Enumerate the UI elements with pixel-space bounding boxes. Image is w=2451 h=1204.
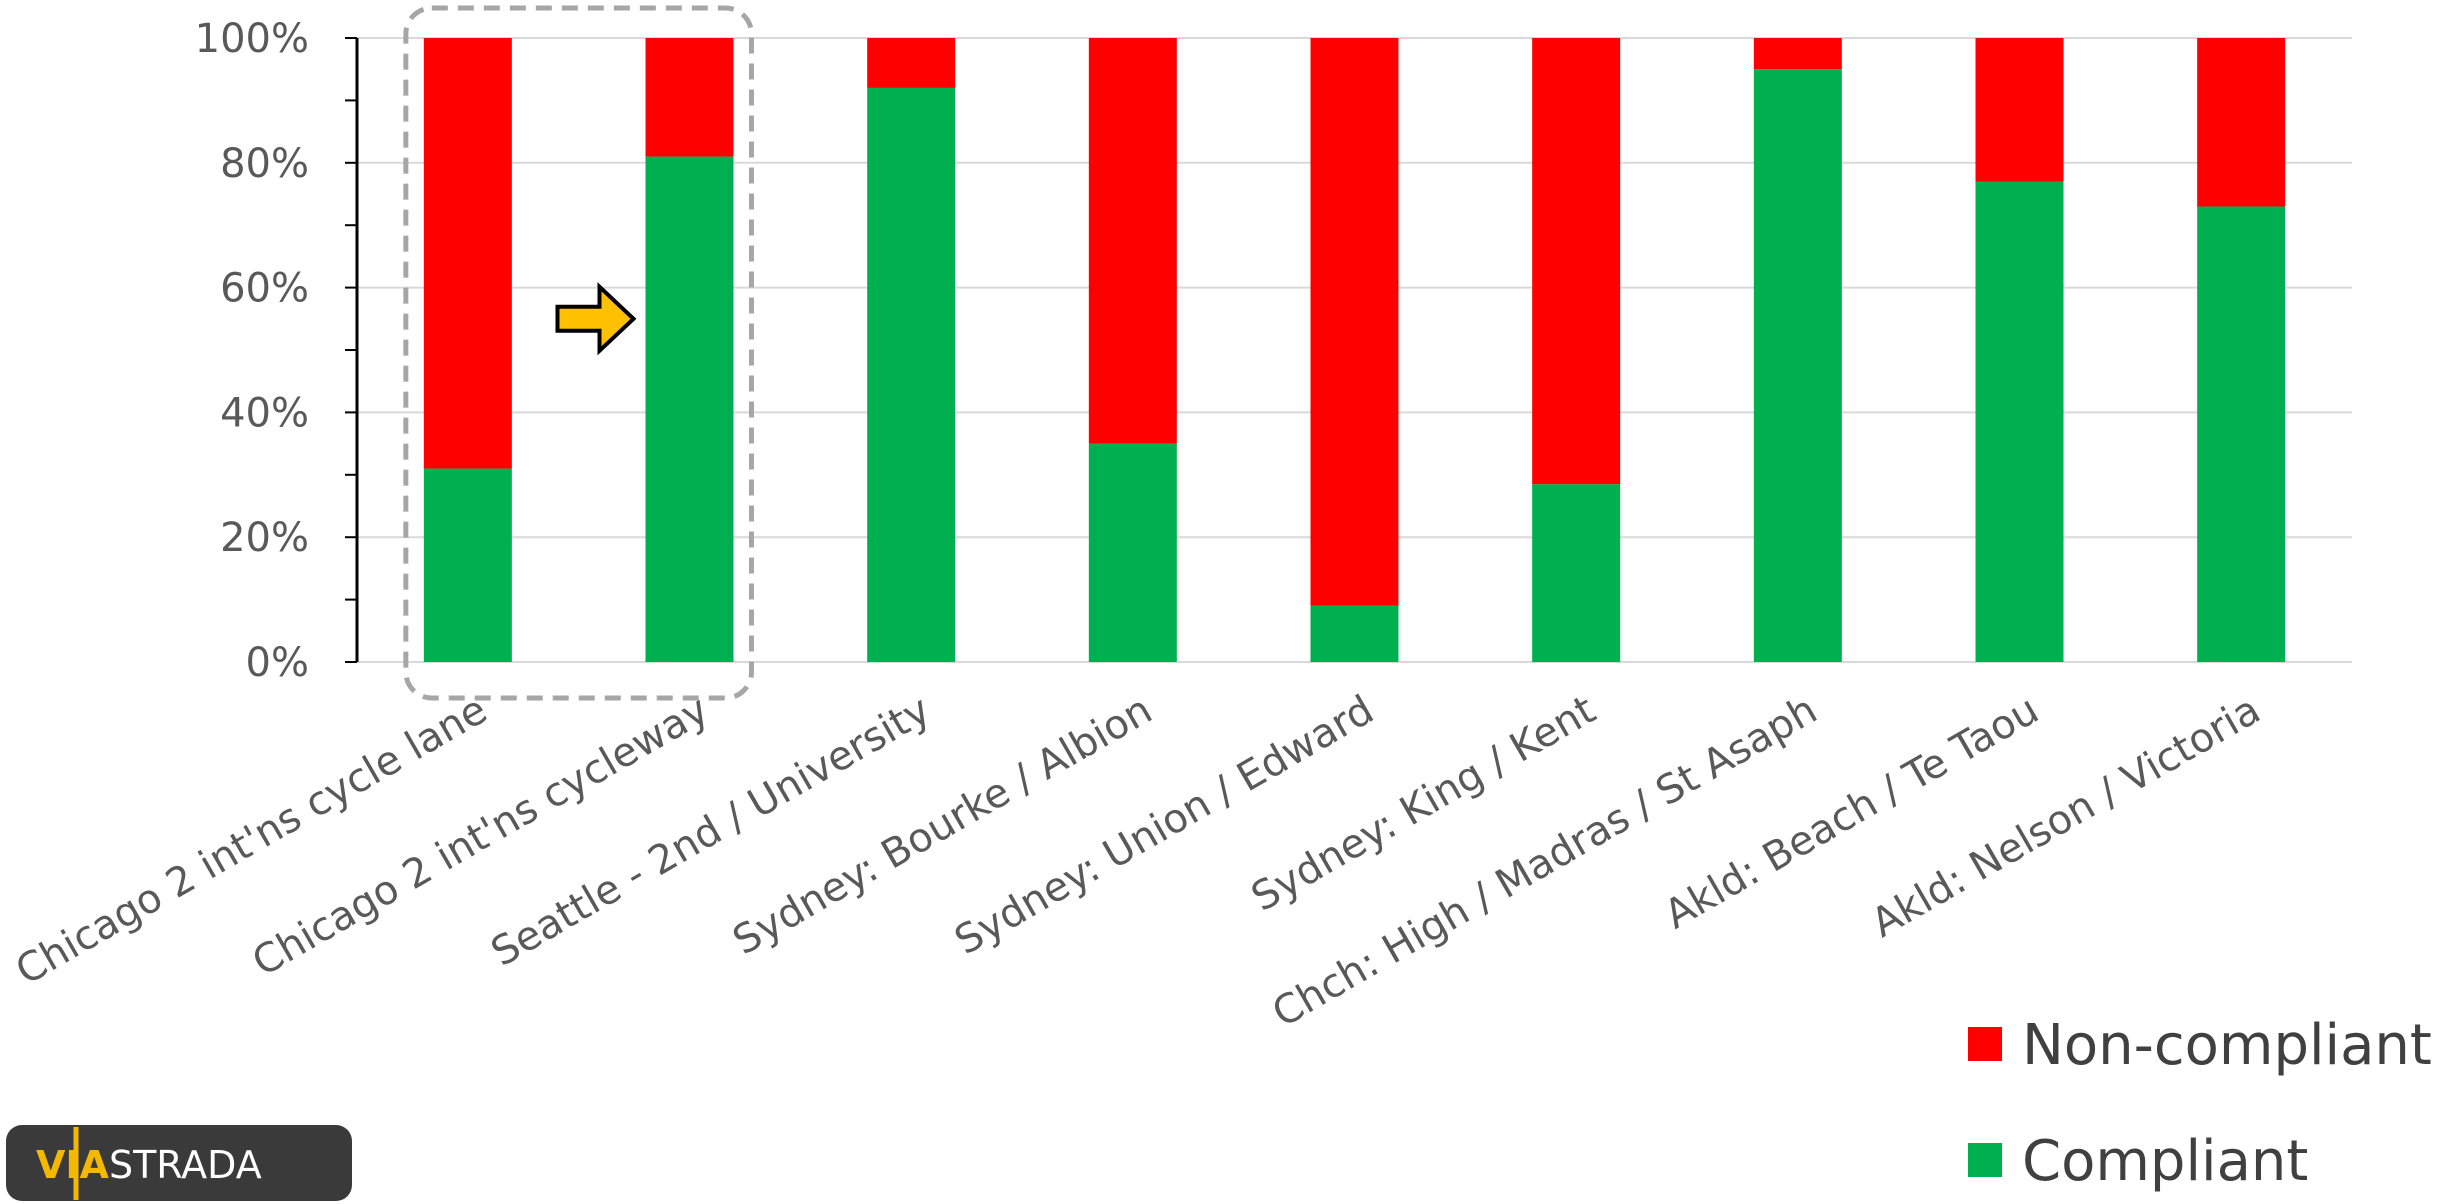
logo-accent-text: VIA (36, 1143, 110, 1187)
legend-swatch-compliant (1968, 1143, 2002, 1177)
bar-compliant (645, 156, 734, 662)
y-tick-label: 20% (220, 515, 309, 561)
y-axis: 0% 20% 40% 60% 80% 100% (195, 16, 359, 686)
bar-compliant (867, 87, 956, 663)
svg-text:VIASTRADA: VIASTRADA (36, 1143, 262, 1187)
y-tick-label: 80% (220, 141, 309, 187)
legend-label-compliant: Compliant (2022, 1129, 2308, 1194)
bar-non-compliant (1753, 38, 1842, 70)
x-category-label: Seattle - 2nd / University (484, 687, 939, 976)
bar-non-compliant (423, 38, 512, 469)
bar-non-compliant (645, 38, 734, 157)
bars (423, 38, 2286, 663)
bar-non-compliant (1088, 38, 1177, 444)
highlight-dashed-box (403, 5, 754, 701)
y-tick-label: 40% (220, 390, 309, 436)
highlight-group (403, 5, 754, 701)
bar-compliant (1532, 484, 1621, 662)
bar-compliant (1753, 69, 1842, 662)
viastrada-logo: VIASTRADA (6, 1125, 352, 1201)
x-category-label: Akld: Beach / Te Taou (1657, 687, 2046, 938)
bar-non-compliant (2197, 38, 2286, 207)
y-tick-label: 60% (220, 266, 309, 312)
legend-swatch-non-compliant (1968, 1027, 2002, 1061)
x-category-label: Sydney: Union / Edward (947, 687, 1381, 964)
bar-compliant (1975, 181, 2064, 662)
logo-rest-text: STRADA (109, 1143, 262, 1187)
bar-non-compliant (1310, 38, 1399, 606)
legend: Non-compliant Compliant (1968, 1013, 2432, 1194)
y-tick-label: 0% (246, 640, 309, 686)
x-category-label: Sydney: Bourke / Albion (725, 687, 1159, 964)
bar-non-compliant (1532, 38, 1621, 485)
bar-non-compliant (867, 38, 956, 88)
y-tick-label: 100% (195, 16, 309, 62)
logo-background (6, 1125, 352, 1201)
bar-non-compliant (1975, 38, 2064, 182)
bar-compliant (1310, 605, 1399, 662)
bar-compliant (423, 468, 512, 662)
bar-compliant (2197, 206, 2286, 663)
arrow-right-icon (555, 282, 637, 356)
x-category-label: Akld: Nelson / Victoria (1864, 687, 2268, 947)
bar-compliant (1088, 443, 1177, 662)
legend-label-non-compliant: Non-compliant (2022, 1013, 2432, 1078)
